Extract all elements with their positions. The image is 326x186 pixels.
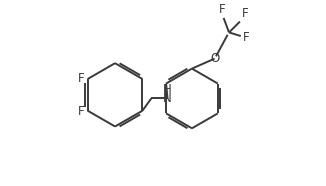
Text: H: H [163,83,172,96]
Text: F: F [78,105,84,118]
Text: F: F [242,7,248,20]
Text: O: O [210,52,219,65]
Text: N: N [163,92,172,105]
Text: F: F [78,72,84,85]
Text: F: F [218,3,225,16]
Text: F: F [243,31,249,44]
